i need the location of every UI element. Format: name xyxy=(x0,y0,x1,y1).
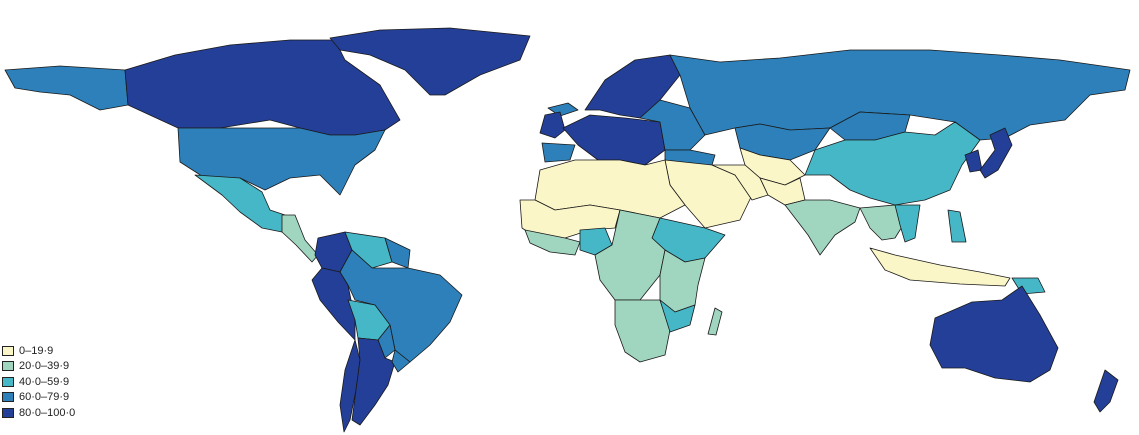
legend-label: 40·0–59·9 xyxy=(19,375,70,388)
legend-label: 0–19·9 xyxy=(19,344,54,357)
legend-item: 80·0–100·0 xyxy=(2,405,75,421)
region-canada xyxy=(124,39,401,136)
region-indonesia xyxy=(869,247,1011,287)
region-australia xyxy=(929,285,1059,383)
region-uk xyxy=(539,111,566,139)
legend-label: 20·0–39·9 xyxy=(19,360,70,373)
legend-swatch xyxy=(2,376,14,387)
legend-swatch xyxy=(2,392,14,403)
region-zimbabwe-mozambique xyxy=(659,299,696,333)
region-madagascar xyxy=(707,307,723,336)
region-eastern-europe xyxy=(639,99,706,151)
legend-swatch xyxy=(2,345,14,356)
region-vietnam xyxy=(894,204,921,243)
region-uruguay xyxy=(391,349,411,373)
region-greenland xyxy=(329,27,531,96)
region-southern-africa xyxy=(614,299,671,363)
legend-swatch xyxy=(2,407,14,418)
region-western-europe xyxy=(562,114,666,166)
legend: 0–19·9 20·0–39·9 40·0–59·9 60·0–79·9 80·… xyxy=(2,343,75,421)
region-iberia xyxy=(541,142,576,163)
legend-item: 20·0–39·9 xyxy=(2,359,75,375)
legend-item: 60·0–79·9 xyxy=(2,390,75,406)
legend-swatch xyxy=(2,361,14,372)
region-scandinavia xyxy=(584,54,681,119)
region-venezuela xyxy=(344,231,393,269)
legend-item: 0–19·9 xyxy=(2,343,75,359)
legend-label: 80·0–100·0 xyxy=(19,406,76,419)
region-argentina xyxy=(351,337,396,426)
region-new-zealand xyxy=(1093,369,1119,413)
legend-label: 60·0–79·9 xyxy=(19,391,70,404)
region-philippines xyxy=(947,209,967,243)
legend-item: 40·0–59·9 xyxy=(2,374,75,390)
region-central-america xyxy=(281,214,319,263)
region-china xyxy=(804,121,981,206)
region-west-africa-coast xyxy=(524,229,581,256)
region-alaska xyxy=(4,65,129,111)
region-japan xyxy=(979,127,1013,179)
region-india xyxy=(784,199,861,256)
